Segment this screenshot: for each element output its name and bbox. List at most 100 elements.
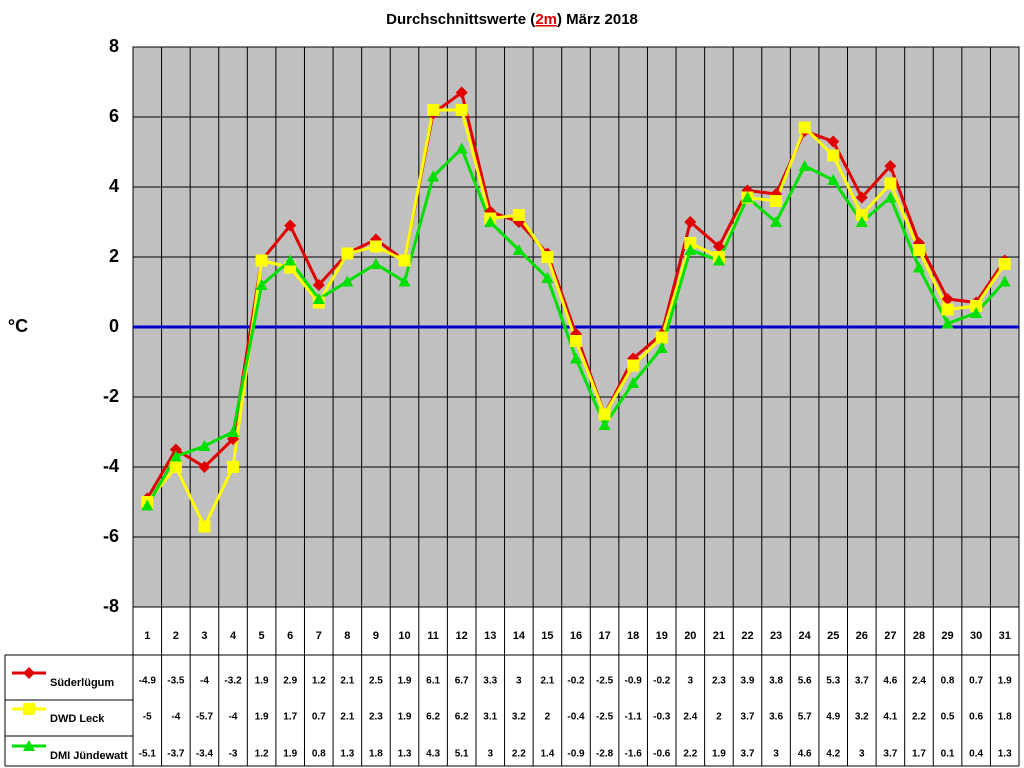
- x-tick-label: 24: [799, 630, 812, 642]
- table-value: -0.3: [653, 712, 671, 723]
- table-value: 3: [773, 749, 779, 760]
- table-value: 4.6: [883, 676, 897, 687]
- y-tick-label: 4: [109, 176, 119, 196]
- data-point: [855, 216, 868, 227]
- data-point: [712, 240, 725, 253]
- data-point: [684, 237, 697, 249]
- x-tick-label: 29: [941, 630, 953, 642]
- table-value: 3: [516, 676, 522, 687]
- table-value: 0.5: [941, 712, 955, 723]
- y-tick-label: -2: [103, 386, 119, 406]
- data-point: [312, 279, 325, 291]
- table-value: -0.4: [567, 712, 585, 723]
- table-value: 3.2: [855, 712, 869, 723]
- x-tick-label: 22: [741, 630, 753, 642]
- table-value: 2.1: [340, 712, 354, 723]
- legend-label: DMI Jündewatt: [50, 750, 128, 762]
- table-value: 2: [545, 712, 551, 723]
- x-tick-label: 25: [827, 630, 839, 642]
- table-value: 3.7: [855, 676, 869, 687]
- table-value: 6.7: [455, 676, 469, 687]
- table-value: 3.3: [483, 676, 497, 687]
- legend-label: Süderlügum: [50, 677, 114, 689]
- data-point: [827, 149, 840, 162]
- data-point: [255, 254, 268, 267]
- legend-marker: [23, 667, 35, 679]
- table-value: -4.9: [139, 676, 157, 687]
- table-value: 3.8: [769, 676, 783, 687]
- table-value: 3.9: [741, 676, 755, 687]
- table-value: 2.4: [912, 676, 926, 687]
- x-tick-label: 18: [627, 630, 639, 642]
- table-value: 1.4: [540, 749, 554, 760]
- table-value: 1.9: [712, 749, 726, 760]
- table-value: 6.2: [455, 712, 469, 723]
- data-point: [512, 209, 525, 221]
- table-value: 0.6: [969, 712, 983, 723]
- table-value: 1.9: [283, 749, 297, 760]
- table-value: 1.9: [998, 676, 1012, 687]
- x-tick-label: 9: [373, 630, 379, 642]
- table-value: 3.6: [769, 712, 783, 723]
- data-point: [141, 499, 154, 511]
- title-part: ) März 2018: [557, 11, 638, 28]
- y-axis-label: °C: [8, 316, 28, 336]
- table-value: 3.7: [741, 749, 755, 760]
- data-point: [827, 135, 840, 148]
- table-value: 1.2: [255, 749, 269, 760]
- data-point: [627, 359, 640, 372]
- x-tick-label: 21: [713, 630, 725, 642]
- table-value: -2.8: [596, 749, 614, 760]
- table-value: -3.2: [224, 676, 242, 687]
- x-tick-label: 20: [684, 630, 696, 642]
- data-point: [369, 240, 382, 253]
- table-value: -0.9: [625, 676, 643, 687]
- table-value: -2.5: [596, 712, 614, 723]
- data-point: [198, 520, 211, 533]
- data-point: [855, 191, 868, 204]
- table-value: 2.5: [369, 676, 383, 687]
- table-value: 5.7: [798, 712, 812, 723]
- x-tick-label: 5: [259, 630, 265, 642]
- table-value: -5.7: [196, 712, 214, 723]
- table-value: 1.9: [255, 712, 269, 723]
- data-point: [827, 174, 840, 185]
- x-tick-label: 19: [656, 630, 668, 642]
- table-value: 1.8: [998, 712, 1012, 723]
- table-value: 2.2: [912, 712, 926, 723]
- table-value: 1.7: [283, 712, 297, 723]
- table-value: 1.8: [369, 749, 383, 760]
- y-tick-label: -8: [103, 596, 119, 616]
- data-point: [455, 86, 468, 99]
- table-value: 6.1: [426, 676, 440, 687]
- table-value: 1.9: [398, 712, 412, 723]
- table-value: 2.1: [540, 676, 554, 687]
- x-tick-label: 23: [770, 630, 782, 642]
- table-value: -0.9: [567, 749, 585, 760]
- x-tick-label: 14: [513, 630, 526, 642]
- x-tick-label: 31: [999, 630, 1011, 642]
- x-tick-label: 8: [344, 630, 350, 642]
- data-point: [770, 216, 783, 227]
- table-value: -4: [200, 676, 209, 687]
- data-point: [884, 160, 897, 172]
- table-value: 5.6: [798, 676, 812, 687]
- data-point: [169, 450, 182, 462]
- x-tick-label: 15: [541, 630, 553, 642]
- table-value: 3.7: [883, 749, 897, 760]
- data-point: [169, 443, 182, 456]
- table-value: 2: [716, 712, 722, 723]
- table-value: -0.6: [653, 749, 671, 760]
- table-value: 2.2: [512, 749, 526, 760]
- data-point: [798, 121, 811, 134]
- data-point: [427, 170, 440, 182]
- data-point: [912, 261, 925, 273]
- data-point: [169, 461, 182, 473]
- data-point: [455, 104, 468, 116]
- x-tick-label: 2: [173, 630, 179, 642]
- table-value: -3: [229, 749, 238, 760]
- table-value: -0.2: [567, 676, 585, 687]
- table-value: -3.4: [196, 749, 214, 760]
- x-tick-label: 6: [287, 630, 293, 642]
